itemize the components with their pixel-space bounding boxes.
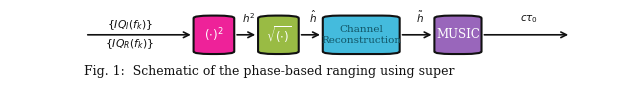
Text: $\tilde{h}$: $\tilde{h}$ [415,10,424,25]
FancyBboxPatch shape [435,16,481,54]
Text: $c\tau_0$: $c\tau_0$ [520,13,538,25]
FancyBboxPatch shape [193,16,234,54]
Text: Fig. 1:  Schematic of the phase-based ranging using super: Fig. 1: Schematic of the phase-based ran… [84,65,454,78]
Text: $h^2$: $h^2$ [242,11,255,25]
FancyBboxPatch shape [258,16,299,54]
Text: $(\cdot)^2$: $(\cdot)^2$ [204,26,223,44]
Text: MUSIC: MUSIC [436,28,480,41]
Text: $\hat{h}$: $\hat{h}$ [309,9,317,25]
Text: $\{IQ_I(f_k)\}$: $\{IQ_I(f_k)\}$ [107,18,152,32]
Text: $\sqrt{(\cdot)}$: $\sqrt{(\cdot)}$ [266,24,291,45]
Text: Channel
Reconstruction: Channel Reconstruction [321,25,401,45]
FancyBboxPatch shape [323,16,399,54]
Text: $\{IQ_R(f_k)\}$: $\{IQ_R(f_k)\}$ [105,37,154,51]
